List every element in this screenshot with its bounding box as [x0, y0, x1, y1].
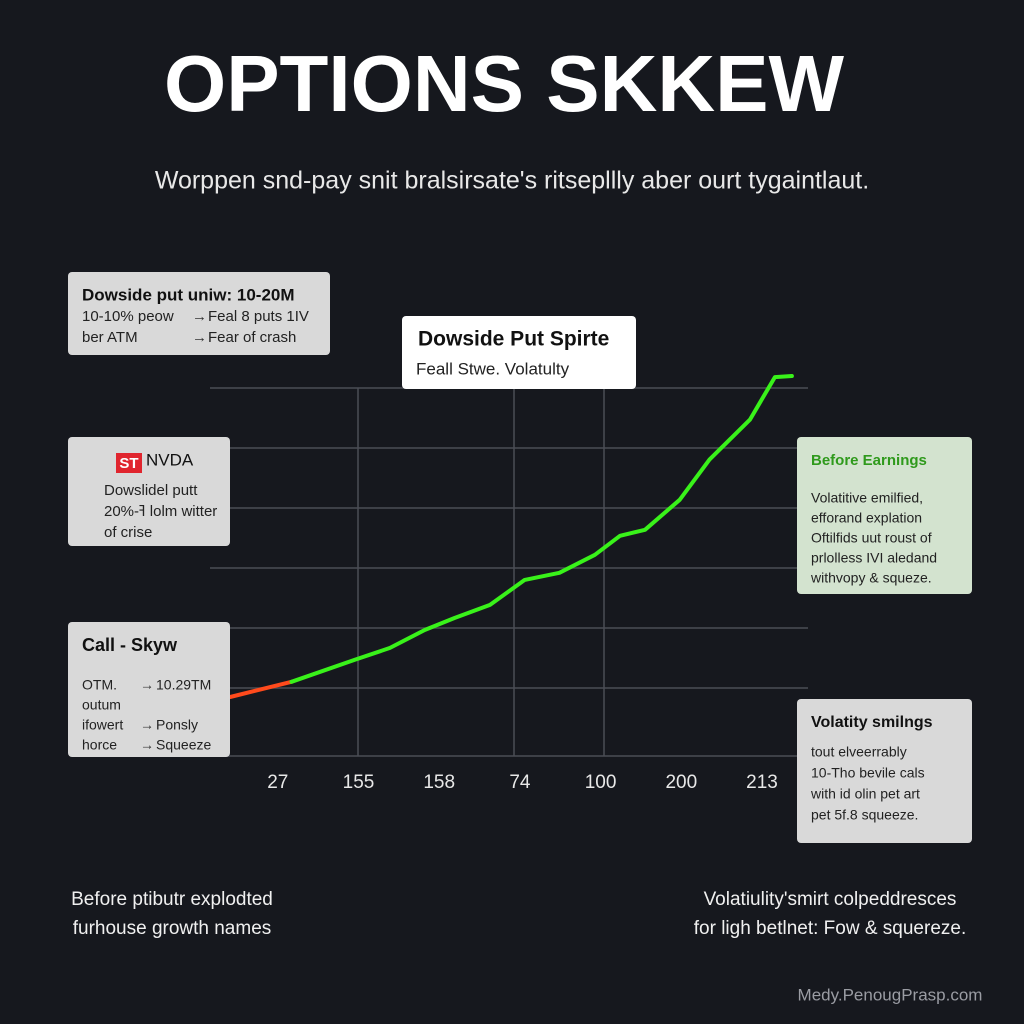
annotation-box: Volatity smilngs tout elveerrably 10-Tho b… — [797, 699, 972, 843]
x-tick-label: 100 — [585, 772, 617, 793]
box — [68, 272, 330, 355]
box-title: Dowside Put Spirte — [418, 328, 609, 351]
x-tick-label: 213 — [746, 772, 778, 793]
box-line: Feal 8 puts 1IV — [208, 308, 309, 325]
arrow: → — [192, 329, 207, 346]
x-tick-label: 74 — [509, 772, 531, 793]
grid — [210, 387, 808, 757]
box-line: 10-Tho bevile cals — [811, 765, 925, 781]
box-line: ber ATM — [82, 329, 138, 346]
box — [68, 437, 230, 546]
box-line: Ponsly — [156, 717, 198, 733]
box-line: Squeeze — [156, 737, 211, 753]
box-line: tout elveerrably — [811, 744, 907, 760]
annotation-box: ST NVDA Dowslidel putt ߔ-20% lolm witter of … — [68, 437, 230, 546]
box-line: ifowert — [82, 717, 123, 733]
footnote: Before ptibutr explodted — [71, 889, 273, 910]
box — [68, 622, 230, 757]
x-tick-label: 158 — [423, 772, 455, 793]
footnote: for ligh betlnet: Fow & squereze. — [694, 918, 966, 939]
box-line: of crise — [104, 524, 152, 541]
line — [228, 679, 294, 699]
annotation-box: Before Earnings Volatitive emilfied, effor… — [797, 437, 972, 594]
x-tick-label: 27 — [267, 772, 288, 793]
annotation-box: Dowside put uniw: 10-20M 10-10% pеow ber A… — [68, 272, 330, 355]
watermark: Medy.PenougPrasp.com — [798, 985, 983, 1004]
box-line: pet 5f.8 squeeze. — [811, 807, 918, 823]
box-line: Volatitive emilfied, — [811, 490, 923, 506]
box-title: NVDA — [146, 450, 194, 469]
box-line: Fear of crash — [208, 329, 296, 346]
subtitle: Worppen snd-pay snit bralsirsate's ritse… — [155, 167, 869, 195]
x-tick-label: 200 — [665, 772, 697, 793]
box-line: ߔ-20% lolm witter — [104, 503, 217, 520]
box-title: Call - Skyw — [82, 635, 178, 655]
badge — [116, 453, 142, 473]
arrow: → — [140, 677, 154, 693]
footnote: furhouse growth names — [73, 918, 272, 939]
box — [402, 316, 636, 389]
line — [289, 374, 794, 684]
box-line: Dowslidel putt — [104, 482, 198, 499]
box-line: OTM. — [82, 677, 117, 693]
box-line: 10.29TM — [156, 677, 211, 693]
box-line: Feall Stwe. Volatulty — [416, 359, 570, 378]
box-line: horce — [82, 737, 117, 753]
arrow: → — [140, 717, 154, 733]
arrow: → — [192, 308, 207, 325]
box-line: with id olin pet art — [810, 786, 920, 802]
footnote: Volatiulity'smirt colpeddresces — [704, 889, 957, 910]
box-line: outum — [82, 697, 121, 713]
box-title: Dowside put uniw: 10-20M — [82, 285, 295, 304]
chart-title: OPTIONS SKKEW — [164, 39, 845, 128]
box-title: Before Earnings — [811, 452, 927, 469]
box-title: Volatity smilngs — [811, 714, 933, 731]
annotation-box: Dowside Put Spirte Feall Stwe. Volatulty — [402, 316, 636, 389]
badge-text: ST — [119, 455, 138, 472]
x-tick-label: 155 — [343, 772, 375, 793]
box-line: Oftilfids uut roust of — [811, 530, 932, 546]
box — [797, 699, 972, 843]
box-line: 10-10% pеow — [82, 308, 174, 325]
arrow: → — [140, 737, 154, 753]
box-line: withvopy & squeze. — [810, 570, 932, 586]
box-line: efforand explation — [811, 510, 922, 526]
box-line: prlolless IVI aledand — [811, 550, 937, 566]
box — [797, 437, 972, 594]
